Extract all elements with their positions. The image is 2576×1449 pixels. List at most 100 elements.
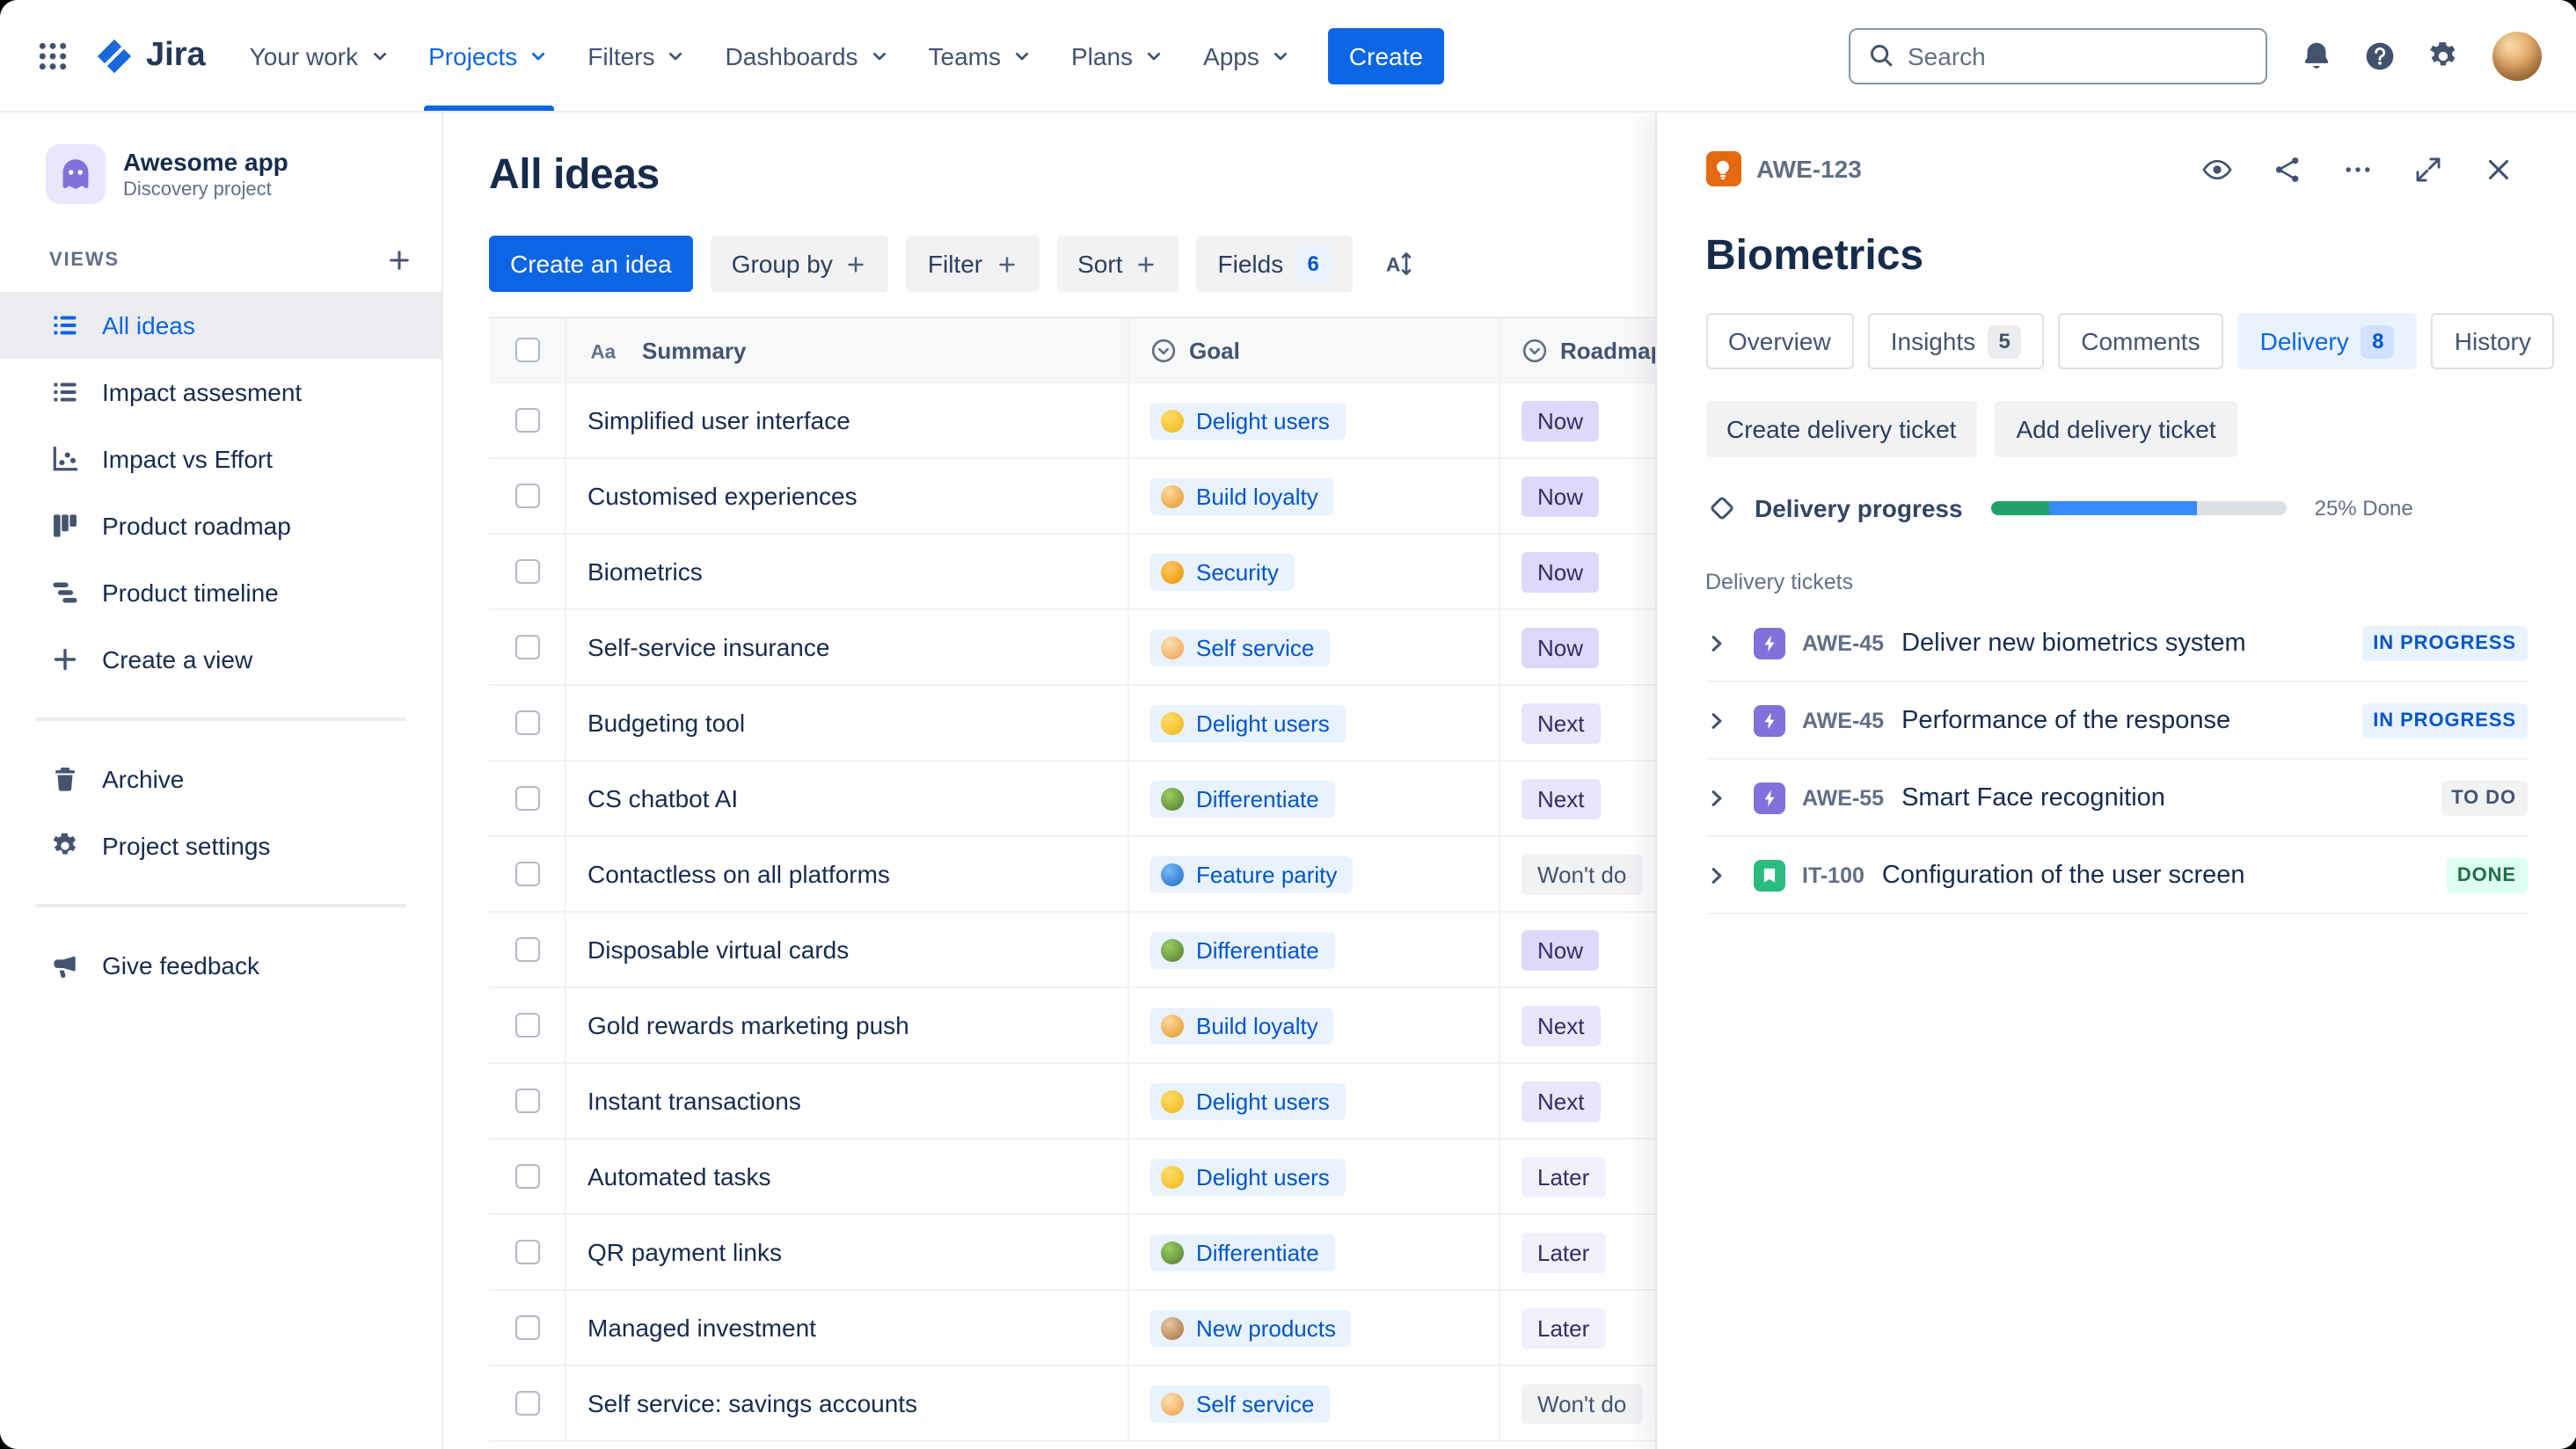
- idea-summary-cell[interactable]: Automated tasks: [566, 1140, 1129, 1213]
- expand-ticket-icon[interactable]: [1697, 778, 1735, 817]
- create-button[interactable]: Create: [1327, 27, 1444, 84]
- idea-summary-cell[interactable]: Self service: savings accounts: [566, 1366, 1129, 1440]
- roadmap-badge[interactable]: Next: [1522, 703, 1601, 743]
- app-switcher-button[interactable]: [25, 27, 81, 84]
- row-checkbox[interactable]: [514, 1013, 539, 1038]
- goal-badge[interactable]: Delight users: [1150, 1158, 1346, 1195]
- goal-badge[interactable]: Self service: [1150, 1385, 1331, 1422]
- nav-item-plans[interactable]: Plans: [1052, 0, 1184, 111]
- settings-button[interactable]: [2414, 27, 2470, 84]
- idea-summary-cell[interactable]: Customised experiences: [566, 459, 1129, 533]
- share-button[interactable]: [2259, 141, 2316, 197]
- fields-button[interactable]: Fields 6: [1196, 236, 1353, 292]
- create-delivery-ticket-button[interactable]: Create delivery ticket: [1705, 401, 1978, 457]
- nav-item-dashboards[interactable]: Dashboards: [706, 0, 909, 111]
- summary-column-header[interactable]: Aa Summary: [566, 318, 1129, 382]
- roadmap-badge[interactable]: Now: [1522, 929, 1600, 970]
- add-view-button[interactable]: [378, 239, 420, 281]
- roadmap-badge[interactable]: Next: [1522, 1081, 1601, 1121]
- sidebar-item-all-ideas[interactable]: All ideas: [0, 292, 441, 359]
- idea-summary-cell[interactable]: Contactless on all platforms: [566, 837, 1129, 911]
- row-checkbox[interactable]: [514, 862, 539, 886]
- row-checkbox[interactable]: [514, 1391, 539, 1416]
- expand-ticket-icon[interactable]: [1697, 856, 1735, 894]
- sort-alphabetical-button[interactable]: A: [1369, 236, 1426, 292]
- row-checkbox[interactable]: [514, 408, 539, 433]
- delivery-ticket-row[interactable]: AWE-45 Performance of the response IN PROG…: [1705, 682, 2527, 760]
- delivery-ticket-row[interactable]: AWE-55 Smart Face recognition TO DO: [1705, 760, 2527, 837]
- roadmap-badge[interactable]: Now: [1522, 627, 1600, 667]
- create-an-idea-button[interactable]: Create an idea: [489, 236, 693, 292]
- tab-delivery[interactable]: Delivery 8: [2237, 313, 2418, 369]
- project-header[interactable]: Awesome app Discovery project: [0, 137, 441, 239]
- tab-overview[interactable]: Overview: [1705, 313, 1854, 369]
- sidebar-item-product-timeline[interactable]: Product timeline: [0, 559, 441, 626]
- goal-badge[interactable]: Differentiate: [1150, 931, 1335, 968]
- goal-badge[interactable]: Delight users: [1150, 402, 1346, 439]
- idea-summary-cell[interactable]: Simplified user interface: [566, 383, 1129, 457]
- nav-item-projects[interactable]: Projects: [409, 0, 568, 111]
- roadmap-badge[interactable]: Won't do: [1522, 1383, 1643, 1424]
- idea-summary-cell[interactable]: Disposable virtual cards: [566, 913, 1129, 987]
- idea-summary-cell[interactable]: Biometrics: [566, 535, 1129, 608]
- row-checkbox[interactable]: [514, 559, 539, 584]
- row-checkbox[interactable]: [514, 1089, 539, 1113]
- roadmap-badge[interactable]: Now: [1522, 400, 1600, 441]
- jira-logo[interactable]: Jira: [95, 36, 206, 75]
- search-box[interactable]: [1848, 27, 2266, 84]
- sidebar-item-create-a-view[interactable]: Create a view: [0, 626, 441, 693]
- group-by-button[interactable]: Group by: [710, 236, 889, 292]
- expand-ticket-icon[interactable]: [1697, 701, 1735, 739]
- sidebar-item-project-settings[interactable]: Project settings: [0, 812, 441, 879]
- goal-column-header[interactable]: Goal: [1129, 318, 1500, 382]
- roadmap-badge[interactable]: Later: [1522, 1232, 1606, 1272]
- nav-item-apps[interactable]: Apps: [1184, 0, 1310, 111]
- filter-button[interactable]: Filter: [906, 236, 1040, 292]
- goal-badge[interactable]: Differentiate: [1150, 780, 1335, 817]
- row-checkbox[interactable]: [514, 786, 539, 811]
- add-delivery-ticket-button[interactable]: Add delivery ticket: [1995, 401, 2237, 457]
- roadmap-badge[interactable]: Later: [1522, 1307, 1606, 1348]
- sidebar-item-give-feedback[interactable]: Give feedback: [0, 932, 441, 999]
- idea-summary-cell[interactable]: CS chatbot AI: [566, 761, 1129, 835]
- sidebar-item-impact-vs-effort[interactable]: Impact vs Effort: [0, 426, 441, 492]
- help-button[interactable]: [2351, 27, 2407, 84]
- select-all-checkbox[interactable]: [514, 338, 539, 362]
- idea-summary-cell[interactable]: Instant transactions: [566, 1064, 1129, 1138]
- sidebar-item-impact-assesment[interactable]: Impact assesment: [0, 359, 441, 426]
- sort-button[interactable]: Sort: [1056, 236, 1179, 292]
- roadmap-badge[interactable]: Next: [1522, 1005, 1601, 1045]
- close-panel-button[interactable]: [2470, 141, 2527, 197]
- row-checkbox[interactable]: [514, 710, 539, 735]
- nav-item-teams[interactable]: Teams: [909, 0, 1052, 111]
- nav-item-your-work[interactable]: Your work: [230, 0, 410, 111]
- issue-key[interactable]: AWE-123: [1756, 155, 1862, 183]
- goal-badge[interactable]: Delight users: [1150, 704, 1346, 741]
- roadmap-badge[interactable]: Now: [1522, 476, 1600, 516]
- more-actions-button[interactable]: [2330, 141, 2386, 197]
- roadmap-badge[interactable]: Now: [1522, 551, 1600, 592]
- roadmap-badge[interactable]: Later: [1522, 1156, 1606, 1197]
- goal-badge[interactable]: New products: [1150, 1309, 1352, 1346]
- row-checkbox[interactable]: [514, 1240, 539, 1264]
- nav-item-filters[interactable]: Filters: [568, 0, 705, 111]
- idea-summary-cell[interactable]: Budgeting tool: [566, 686, 1129, 760]
- row-checkbox[interactable]: [514, 484, 539, 508]
- idea-summary-cell[interactable]: Self-service insurance: [566, 610, 1129, 684]
- delivery-ticket-row[interactable]: IT-100 Configuration of the user screen DO…: [1705, 837, 2527, 914]
- user-avatar[interactable]: [2492, 31, 2541, 80]
- goal-badge[interactable]: Build loyalty: [1150, 477, 1334, 514]
- search-input[interactable]: [1908, 41, 2247, 69]
- goal-badge[interactable]: Self service: [1150, 629, 1331, 666]
- tab-insights[interactable]: Insights 5: [1867, 313, 2045, 369]
- goal-badge[interactable]: Delight users: [1150, 1082, 1346, 1119]
- idea-summary-cell[interactable]: Gold rewards marketing push: [566, 988, 1129, 1062]
- notifications-button[interactable]: [2288, 27, 2344, 84]
- expand-ticket-icon[interactable]: [1697, 623, 1735, 662]
- tab-history[interactable]: History: [2431, 313, 2554, 369]
- goal-badge[interactable]: Feature parity: [1150, 856, 1354, 892]
- sidebar-item-archive[interactable]: Archive: [0, 746, 441, 812]
- idea-summary-cell[interactable]: Managed investment: [566, 1291, 1129, 1365]
- tab-comments[interactable]: Comments: [2058, 313, 2223, 369]
- row-checkbox[interactable]: [514, 1315, 539, 1340]
